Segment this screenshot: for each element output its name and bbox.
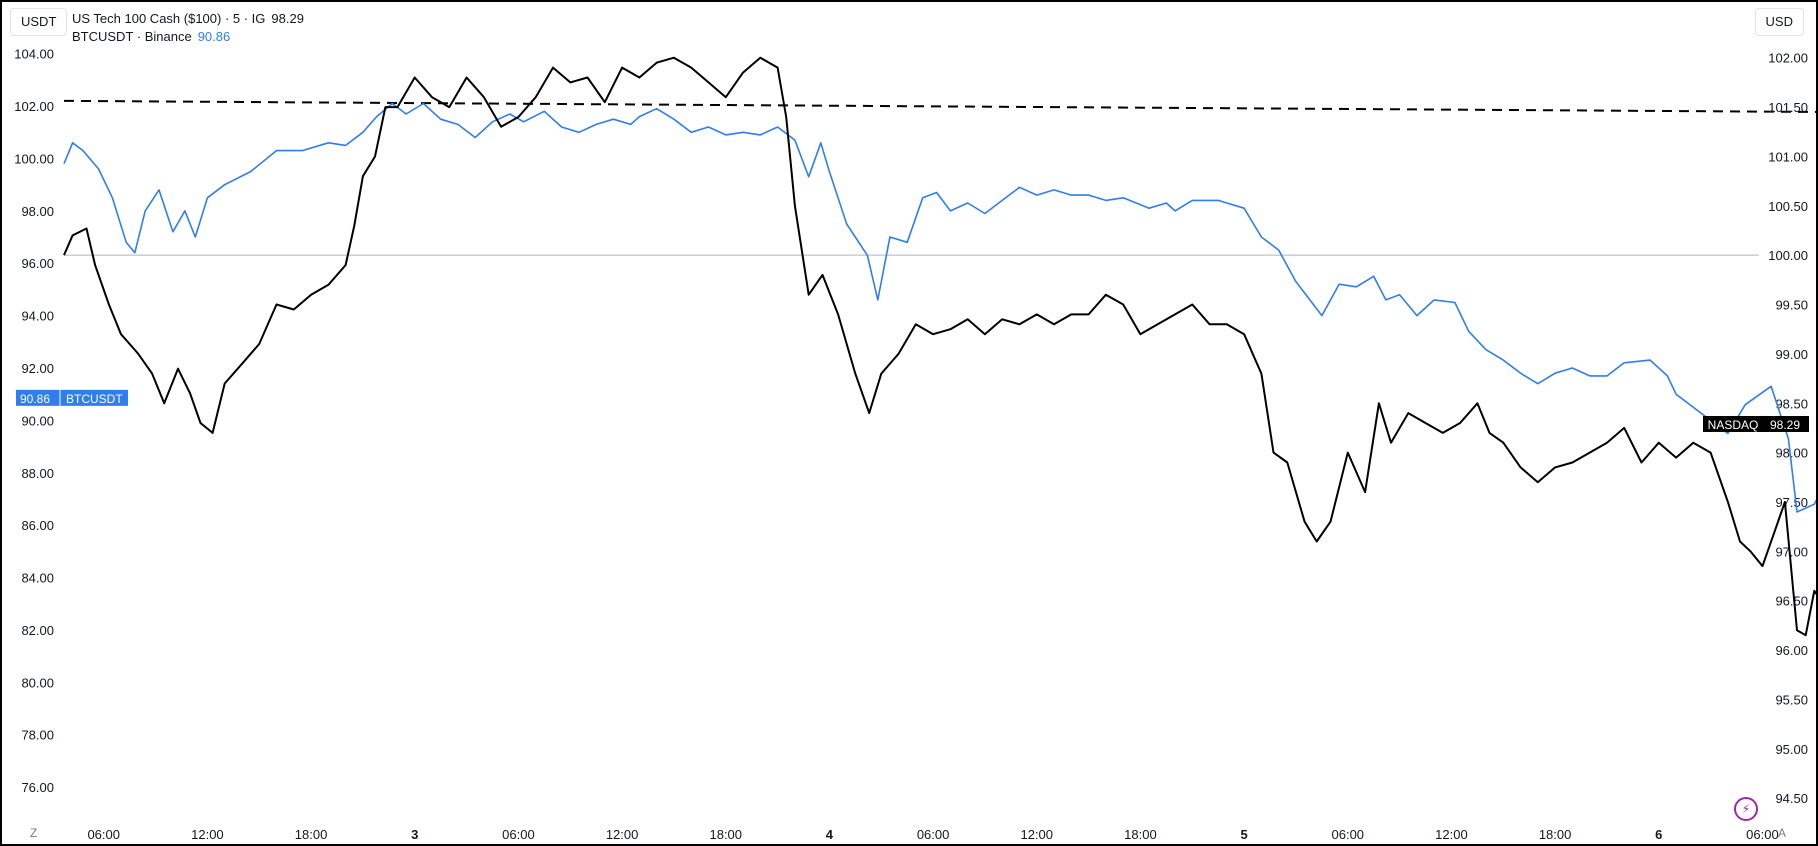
time-tick-label: 12:00	[191, 827, 224, 842]
left-axis-ticks: 76.00 78.00 80.00 82.00 84.00 86.00 88.00 90.00…	[14, 47, 54, 795]
right-tick-label: 98.00	[1775, 446, 1808, 461]
nasdaq-series-label: NASDAQ	[1708, 418, 1759, 432]
trend-line[interactable]	[63, 99, 1818, 114]
right-tick-label: 94.50	[1775, 791, 1808, 806]
series-line-nasdaq[interactable]	[63, 56, 1818, 751]
btc-last-value-badge	[16, 389, 128, 406]
time-tick-label: 18:00	[709, 827, 742, 842]
series-line-btcusdt[interactable]	[63, 102, 1818, 720]
right-axis-ticks: 94.50 95.00 95.50 96.00 96.50 97.00 97.50 98.00…	[1768, 51, 1808, 806]
left-axis-unit-button[interactable]: USDT	[10, 8, 68, 36]
left-tick-label: 96.00	[21, 256, 54, 271]
left-tick-label: 90.00	[21, 413, 54, 428]
right-tick-label: 99.50	[1775, 298, 1808, 313]
right-tick-label: 100.00	[1768, 248, 1808, 263]
right-tick-label: 99.00	[1775, 347, 1808, 362]
auto-scale-toggle[interactable]: A	[1777, 826, 1786, 840]
right-tick-label: 95.50	[1775, 692, 1808, 707]
right-tick-label: 98.50	[1775, 396, 1808, 411]
time-tick-label: 18:00	[1124, 827, 1157, 842]
nasdaq-last-value: 98.29	[1770, 418, 1800, 432]
time-tick-label: 18:00	[295, 827, 328, 842]
left-tick-label: 94.00	[21, 309, 54, 324]
last-value-badges: 90.86 BTCUSDT NASDAQ 98.29	[16, 389, 1809, 432]
time-tick-label: 06:00	[502, 827, 535, 842]
right-tick-label: 96.00	[1775, 643, 1808, 658]
time-tick-day-label: 4	[826, 827, 834, 842]
legend-nasdaq-title: US Tech 100 Cash ($100) · 5 · IG	[72, 11, 266, 26]
left-tick-label: 80.00	[21, 675, 54, 690]
time-tick-label: 12:00	[606, 827, 639, 842]
left-tick-label: 88.00	[21, 466, 54, 481]
left-tick-label: 82.00	[21, 623, 54, 638]
btc-last-value: 90.86	[20, 392, 50, 406]
left-tick-label: 92.00	[21, 361, 54, 376]
right-axis-unit-button[interactable]: USD	[1754, 8, 1804, 36]
left-tick-label: 86.00	[21, 518, 54, 533]
time-tick-label: 12:00	[1435, 827, 1468, 842]
right-tick-label: 96.50	[1775, 594, 1808, 609]
right-tick-label: 95.00	[1775, 742, 1808, 757]
time-tick-label: 12:00	[1020, 827, 1053, 842]
right-tick-label: 97.00	[1775, 544, 1808, 559]
right-tick-label: 100.50	[1768, 199, 1808, 214]
time-tick-day-label: 5	[1240, 827, 1247, 842]
nasdaq-last-value-badge	[1761, 415, 1809, 432]
time-tick-day-label: 6	[1655, 827, 1662, 842]
legend-nasdaq[interactable]: US Tech 100 Cash ($100) · 5 · IG 98.29	[72, 11, 304, 26]
left-tick-label: 78.00	[21, 728, 54, 743]
time-tick-label: 18:00	[1539, 827, 1572, 842]
reference-lines	[63, 99, 1818, 256]
time-axis-ticks: 06:00 12:00 18:00 3 06:00 12:00 18:00 4 06:00 12:…	[87, 827, 1779, 842]
left-tick-label: 76.00	[21, 780, 54, 795]
series-lines	[63, 56, 1818, 751]
left-tick-label: 84.00	[21, 571, 54, 586]
right-tick-label: 102.00	[1768, 51, 1808, 66]
right-tick-label: 97.50	[1775, 495, 1808, 510]
legend-nasdaq-value: 98.29	[271, 11, 304, 26]
nasdaq-label-badge	[1703, 415, 1763, 432]
time-tick-label: 06:00	[1746, 827, 1779, 842]
bolt-icon[interactable]: ⚡	[1734, 797, 1758, 821]
btc-series-label: BTCUSDT	[66, 392, 123, 406]
time-tick-label: 06:00	[1332, 827, 1365, 842]
time-tick-label: 06:00	[917, 827, 950, 842]
time-tick-day-label: 3	[411, 827, 418, 842]
legend-btcusdt-title: BTCUSDT · Binance	[72, 29, 192, 44]
left-scale-toggle[interactable]: Z	[30, 826, 38, 840]
legend-btcusdt[interactable]: BTCUSDT · Binance 90.86	[72, 29, 230, 44]
time-tick-label: 06:00	[87, 827, 120, 842]
left-tick-label: 98.00	[21, 204, 54, 219]
left-tick-label: 100.00	[14, 151, 54, 166]
left-tick-label: 104.00	[14, 47, 54, 62]
left-tick-label: 102.00	[14, 99, 54, 114]
legend-btcusdt-value: 90.86	[197, 29, 231, 44]
right-tick-label: 101.50	[1768, 100, 1808, 115]
right-tick-label: 101.00	[1768, 149, 1808, 164]
